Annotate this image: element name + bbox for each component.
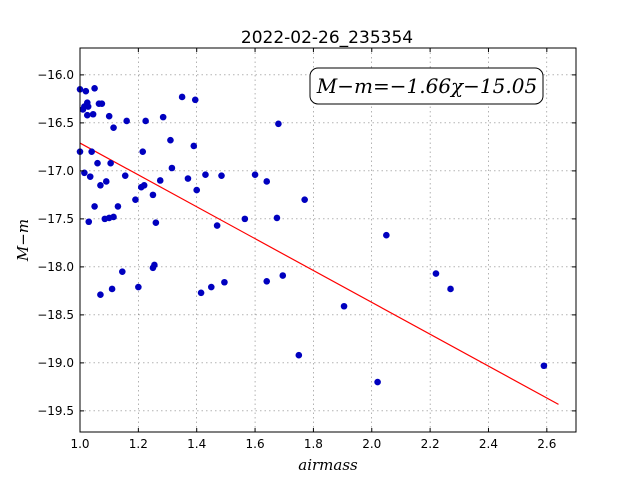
grid-lines xyxy=(79,48,576,432)
data-point xyxy=(105,112,113,120)
data-point xyxy=(374,378,381,386)
data-point xyxy=(114,203,122,210)
data-point xyxy=(447,285,454,293)
data-point xyxy=(340,302,348,310)
x-tick-label: 1.8 xyxy=(304,437,323,451)
x-tick-labels: 1.0 1.2 1.4 1.6 1.8 2.0 2.2 2.4 2.6 xyxy=(70,437,556,451)
y-tick-label: −17.0 xyxy=(37,164,74,178)
data-point xyxy=(94,159,101,167)
data-point xyxy=(151,261,158,269)
data-point xyxy=(135,283,142,291)
ticks xyxy=(79,48,576,432)
data-point xyxy=(279,272,287,279)
y-tick-label: −16.0 xyxy=(37,68,74,82)
fit-equation-box: M−m=−1.66χ−15.05 xyxy=(309,67,544,105)
data-point xyxy=(82,87,90,95)
y-tick-label: −17.5 xyxy=(37,212,74,226)
x-tick-label: 2.0 xyxy=(362,437,381,451)
y-tick-label: −19.5 xyxy=(37,404,74,418)
data-point xyxy=(191,96,199,104)
data-point xyxy=(121,172,129,179)
data-point xyxy=(152,219,160,227)
y-tick-labels: −16.0 −16.5 −17.0 −17.5 −18.0 −18.5 −19.0 −19.5 xyxy=(37,68,74,418)
data-point xyxy=(123,117,130,125)
data-point xyxy=(540,362,548,370)
data-point xyxy=(91,85,98,92)
x-tick-label: 1.2 xyxy=(129,437,148,451)
data-point xyxy=(263,277,271,285)
data-point xyxy=(97,291,104,299)
data-point xyxy=(98,100,106,107)
data-point xyxy=(168,164,176,172)
data-point xyxy=(301,196,308,203)
data-point xyxy=(91,203,98,210)
y-tick-label: −18.0 xyxy=(37,260,74,274)
x-tick-label: 1.4 xyxy=(187,437,206,451)
data-point xyxy=(213,222,221,229)
x-tick-label: 2.6 xyxy=(537,437,556,451)
data-point xyxy=(85,218,93,226)
data-point xyxy=(139,148,147,155)
data-point xyxy=(193,186,201,194)
data-point xyxy=(107,159,114,167)
x-tick-label: 2.4 xyxy=(479,437,498,451)
fit-line-layer xyxy=(79,142,559,405)
data-point xyxy=(207,283,215,291)
data-points xyxy=(76,85,548,386)
x-tick-label: 1.0 xyxy=(70,437,89,451)
data-point xyxy=(383,231,390,239)
y-tick-label: −16.5 xyxy=(37,116,74,130)
data-point xyxy=(241,215,249,223)
data-point xyxy=(108,285,116,293)
data-point xyxy=(83,111,91,119)
data-point xyxy=(88,148,95,155)
data-point xyxy=(273,214,281,222)
data-point xyxy=(275,120,282,128)
data-point xyxy=(142,117,149,125)
x-tick-label: 1.6 xyxy=(246,437,265,451)
data-point xyxy=(159,113,167,121)
data-point xyxy=(190,142,198,150)
data-point xyxy=(149,191,157,199)
data-point xyxy=(110,124,117,131)
data-point xyxy=(119,268,126,275)
data-point xyxy=(432,270,440,277)
y-tick-label: −19.0 xyxy=(37,356,74,370)
data-point xyxy=(89,110,97,118)
data-point xyxy=(110,213,117,221)
data-point xyxy=(132,196,139,203)
fit-equation-frame xyxy=(309,67,544,105)
data-point xyxy=(156,177,164,184)
y-axis-label: M−m xyxy=(14,219,32,262)
data-point xyxy=(84,103,92,110)
chart-title: 2022-02-26_235354 xyxy=(241,28,413,48)
data-point xyxy=(86,173,94,180)
data-point xyxy=(221,278,228,286)
fit-line xyxy=(79,142,559,405)
data-point xyxy=(140,181,148,189)
plot-area xyxy=(79,47,577,433)
data-point xyxy=(167,136,174,144)
data-point xyxy=(102,178,110,185)
data-point xyxy=(263,178,271,185)
data-point xyxy=(218,172,225,179)
data-point xyxy=(197,289,205,297)
fit-equation: M−m=−1.66χ−15.05 xyxy=(316,74,537,98)
data-point xyxy=(184,175,192,182)
y-tick-label: −18.5 xyxy=(37,308,74,322)
data-point xyxy=(178,93,186,101)
x-tick-label: 2.2 xyxy=(421,437,440,451)
data-point xyxy=(251,171,259,179)
x-axis-label: airmass xyxy=(298,456,358,474)
data-point xyxy=(295,351,303,359)
data-point xyxy=(97,181,104,189)
data-point xyxy=(202,171,209,179)
